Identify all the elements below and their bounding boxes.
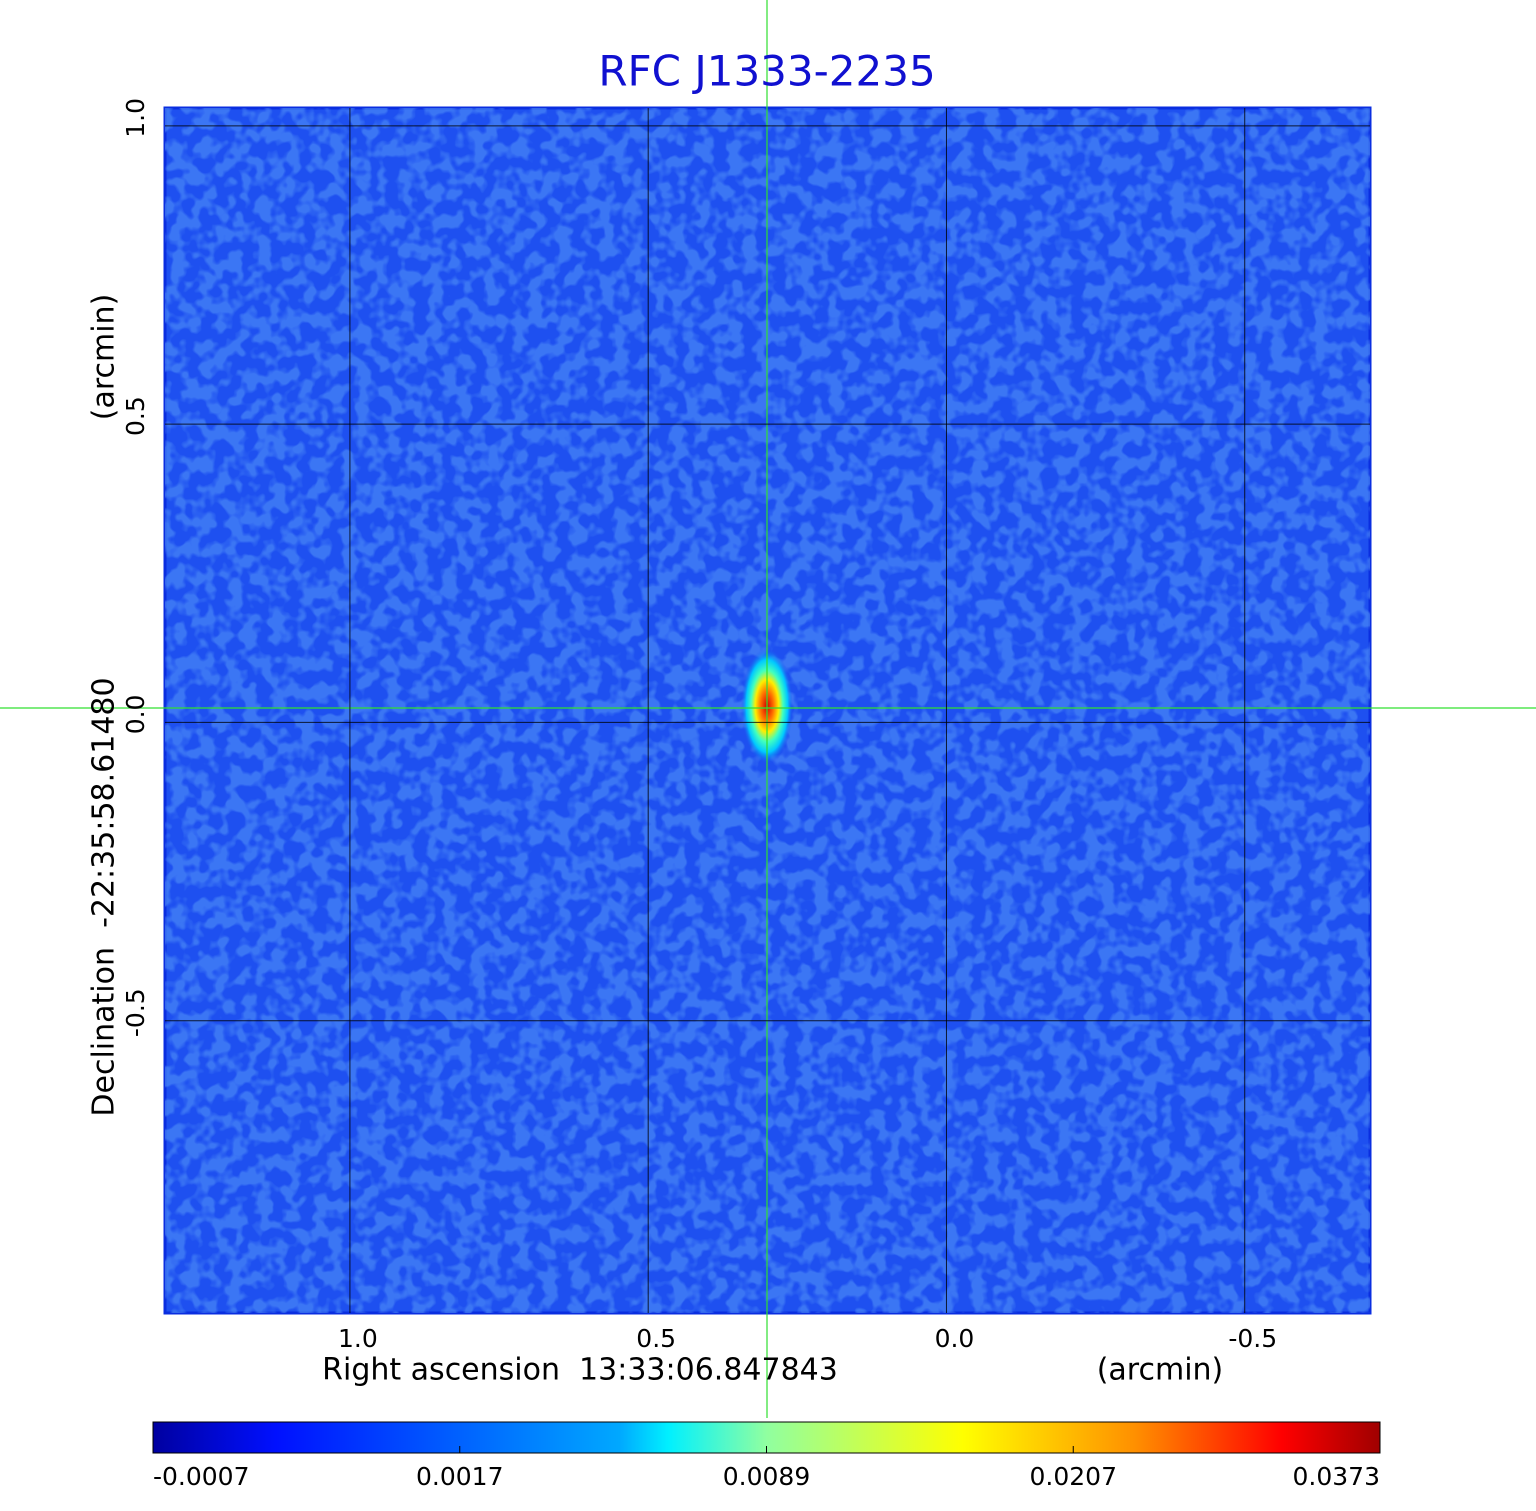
y-tick-label: -0.5 [121,988,150,1037]
x-tick-label: 0.5 [636,1324,676,1353]
x-tick-label: -0.5 [1228,1324,1277,1353]
x-tick-label: 1.0 [338,1324,378,1353]
chart-title: RFC J1333-2235 [598,47,935,96]
y-tick-label: 0.0 [121,695,150,735]
colorbar-tick-label: 0.0089 [723,1462,810,1491]
x-axis-label: Right ascension 13:33:06.847843 [322,1353,838,1388]
y-tick-label: 1.0 [121,98,150,138]
colorbar-tick-label: 0.0017 [416,1462,503,1491]
y-axis-unit: (arcmin) [87,294,122,421]
y-axis-label: Declination -22:35:58.61480 [87,677,122,1116]
colorbar-tick-label: -0.0007 [153,1462,250,1491]
colorbar-tick-label: 0.0207 [1030,1462,1117,1491]
colorbar-tick-label: 0.0373 [1293,1462,1380,1491]
x-tick-label: 0.0 [935,1324,975,1353]
y-tick-label: 0.5 [121,396,150,436]
x-axis-unit: (arcmin) [1097,1353,1224,1388]
